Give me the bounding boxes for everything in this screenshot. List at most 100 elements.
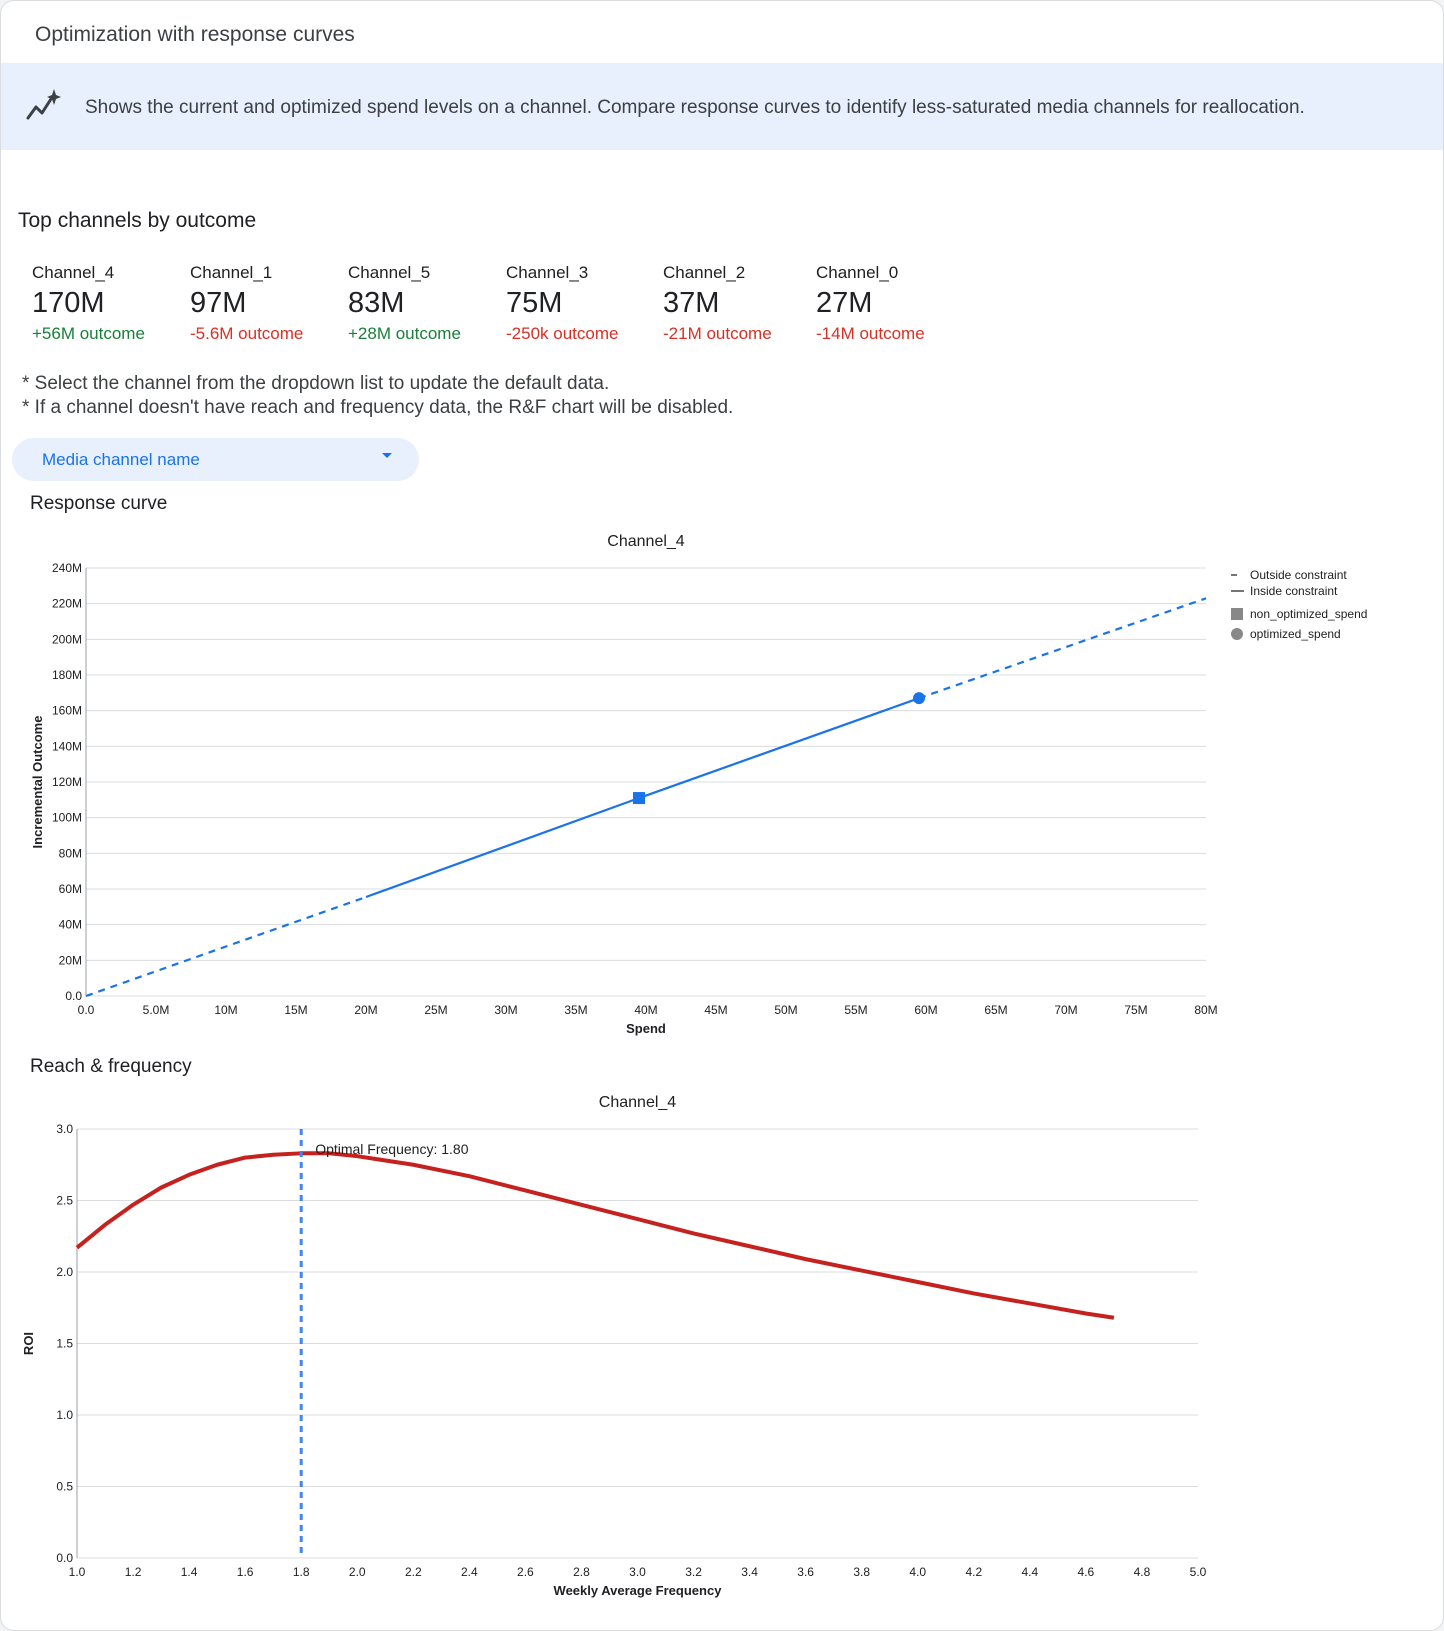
legend-circle-icon [1231,628,1243,640]
banner-text: Shows the current and optimized spend le… [85,97,1305,118]
note-select: * Select the channel from the dropdown l… [22,373,610,394]
legend-item: Outside constraint [1250,568,1347,582]
x-tick-label: 5.0 [1190,1565,1207,1579]
legend-item: optimized_spend [1250,627,1341,641]
x-tick-label: 40M [634,1003,657,1017]
y-tick-label: 0.5 [56,1480,73,1494]
channel-stat: Channel_2 37M -21M outcome [663,263,772,344]
y-tick-label: 2.0 [56,1265,73,1279]
channel-name: Channel_3 [506,263,589,282]
x-tick-label: 2.0 [349,1565,366,1579]
note-rf: * If a channel doesn't have reach and fr… [22,397,734,418]
x-tick-label: 15M [284,1003,307,1017]
y-tick-label: 3.0 [56,1122,73,1136]
channel-stat: Channel_4 170M +56M outcome [32,263,145,344]
legend-item: non_optimized_spend [1250,607,1367,621]
x-tick-label: 3.6 [797,1565,814,1579]
y-tick-label: 0.0 [65,989,82,1003]
rf-heading: Reach & frequency [30,1056,192,1077]
x-tick-label: 0.0 [78,1003,95,1017]
x-axis-label: Spend [626,1021,666,1036]
y-tick-label: 160M [52,704,82,718]
channel-value: 97M [190,287,247,319]
channel-stat: Channel_1 97M -5.6M outcome [190,263,303,344]
y-axis-label: ROI [21,1332,36,1355]
response-curve-heading: Response curve [30,493,168,514]
channel-stat: Channel_0 27M -14M outcome [816,263,925,344]
x-tick-label: 2.6 [517,1565,534,1579]
top-channels-title: Top channels by outcome [18,209,257,232]
reach-frequency-chart: Channel_4 0.0 0.5 1.0 1.5 2.0 2.5 3.0 1.0 1.2 1.4 1… [21,1094,1207,1598]
caret-down-icon [382,453,392,458]
x-tick-label: 25M [424,1003,447,1017]
y-tick-label: 60M [59,882,82,896]
x-tick-label: 3.8 [853,1565,870,1579]
y-tick-label: 1.5 [56,1337,73,1351]
channel-delta: +28M outcome [348,324,461,343]
x-tick-label: 1.6 [237,1565,254,1579]
card-title: Optimization with response curves [35,23,355,46]
x-tick-label: 55M [844,1003,867,1017]
x-tick-label: 35M [564,1003,587,1017]
optimal-frequency-label: Optimal Frequency: 1.80 [315,1141,469,1157]
x-tick-label: 75M [1124,1003,1147,1017]
channel-stat: Channel_3 75M -250k outcome [506,263,618,344]
response-line-dashed [918,597,1207,700]
channel-name: Channel_2 [663,263,746,282]
y-tick-label: 100M [52,811,82,825]
x-tick-label: 60M [914,1003,937,1017]
x-tick-label: 2.4 [461,1565,478,1579]
y-tick-label: 40M [59,918,82,932]
media-channel-dropdown[interactable]: Media channel name [12,438,419,481]
channel-value: 170M [32,287,105,319]
channel-delta: -250k outcome [506,324,619,343]
x-tick-label: 4.2 [965,1565,982,1579]
channel-value: 27M [816,287,873,319]
channel-value: 37M [663,287,720,319]
y-tick-label: 0.0 [56,1551,73,1565]
x-tick-label: 1.8 [293,1565,310,1579]
channel-delta: -14M outcome [816,324,925,343]
x-tick-label: 2.8 [573,1565,590,1579]
x-tick-label: 4.8 [1134,1565,1151,1579]
x-tick-label: 4.0 [909,1565,926,1579]
legend-item: Inside constraint [1250,584,1338,598]
channel-name: Channel_1 [190,263,273,282]
channel-name: Channel_0 [816,263,899,282]
channel-delta: -5.6M outcome [190,324,304,343]
info-banner: Shows the current and optimized spend le… [1,63,1443,150]
x-tick-label: 1.4 [181,1565,198,1579]
y-tick-label: 200M [52,632,82,646]
optimized-spend-marker [913,692,925,705]
dropdown-label: Media channel name [42,450,200,469]
channel-value: 83M [348,287,405,319]
y-tick-label: 220M [52,597,82,611]
x-tick-label: 10M [214,1003,237,1017]
y-tick-label: 80M [59,846,82,860]
channel-delta: -21M outcome [663,324,772,343]
roi-curve [75,1151,1115,1320]
x-tick-label: 1.2 [125,1565,142,1579]
x-tick-label: 4.6 [1078,1565,1095,1579]
x-tick-label: 45M [704,1003,727,1017]
channel-name: Channel_4 [32,263,115,282]
x-tick-label: 3.0 [629,1565,646,1579]
x-tick-label: 2.2 [405,1565,422,1579]
channel-value: 75M [506,287,563,319]
response-line-dashed [85,895,367,998]
y-axis-label: Incremental Outcome [30,716,45,849]
chart-title: Channel_4 [599,1094,677,1111]
y-tick-label: 140M [52,739,82,753]
y-tick-label: 180M [52,668,82,682]
non-optimized-spend-marker [633,792,645,805]
x-tick-label: 70M [1054,1003,1077,1017]
y-tick-label: 20M [59,953,82,967]
x-tick-label: 4.4 [1022,1565,1039,1579]
x-tick-label: 30M [494,1003,517,1017]
x-tick-label: 3.2 [685,1565,702,1579]
y-tick-label: 120M [52,775,82,789]
x-axis-label: Weekly Average Frequency [554,1583,723,1598]
channel-stat: Channel_5 83M +28M outcome [348,263,461,344]
x-tick-label: 65M [984,1003,1007,1017]
